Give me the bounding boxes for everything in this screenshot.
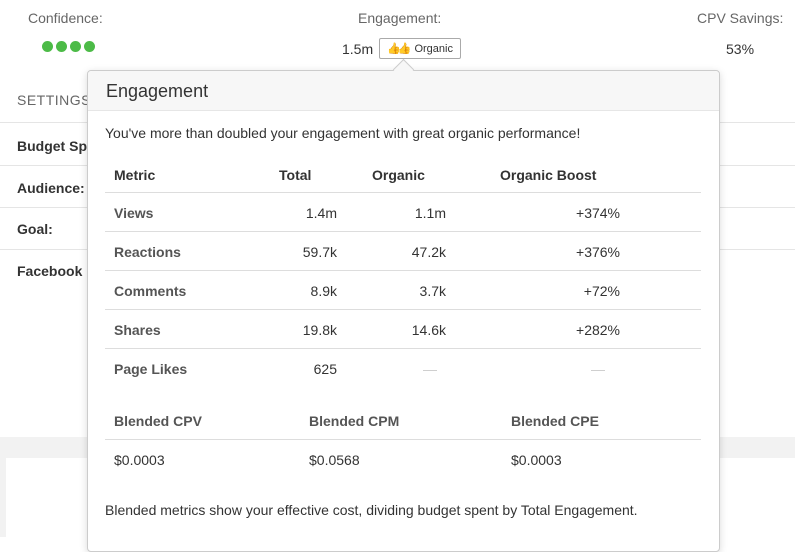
header-organic-boost: Organic Boost — [500, 167, 597, 183]
metric-organic: — — [423, 361, 437, 377]
organic-badge-label: Organic — [414, 42, 453, 55]
setting-audience-label: Audience: — [17, 180, 85, 196]
metric-boost: +72% — [583, 283, 620, 299]
metric-total: 59.7k — [302, 244, 337, 260]
confidence-dot — [70, 41, 81, 52]
metric-total: 19.8k — [302, 322, 337, 338]
confidence-dots — [42, 41, 95, 52]
table-header-row: Metric Total Organic Organic Boost — [105, 155, 701, 193]
metric-total: 8.9k — [310, 283, 337, 299]
metric-name: Reactions — [114, 244, 181, 260]
settings-title: SETTINGS — [17, 92, 92, 108]
blended-cpe-value: $0.0003 — [511, 452, 562, 468]
metric-organic: 1.1m — [414, 205, 446, 221]
popover-footer-text: Blended metrics show your effective cost… — [105, 502, 638, 518]
engagement-value: 1.5m — [342, 41, 374, 57]
metric-name: Comments — [114, 283, 187, 299]
metric-organic: 14.6k — [411, 322, 446, 338]
metric-boost: +374% — [576, 205, 620, 221]
setting-facebook-label: Facebook — [17, 263, 83, 279]
thumbs-up-icon: 👍👍 — [387, 43, 411, 55]
blended-header-row: Blended CPV Blended CPM Blended CPE — [105, 401, 701, 440]
cpv-savings-value: 53% — [726, 41, 755, 57]
header-blended-cpe: Blended CPE — [511, 413, 599, 429]
confidence-dot — [84, 41, 95, 52]
popover-intro-text: You've more than doubled your engagement… — [105, 125, 581, 141]
setting-budget-label: Budget Sp — [17, 138, 87, 154]
metric-boost: +282% — [576, 322, 620, 338]
table-row: Reactions 59.7k 47.2k +376% — [105, 232, 701, 271]
confidence-label: Confidence: — [28, 10, 103, 26]
header-blended-cpv: Blended CPV — [114, 413, 202, 429]
confidence-dot — [56, 41, 67, 52]
organic-badge[interactable]: 👍👍 Organic — [379, 38, 461, 59]
table-row: Comments 8.9k 3.7k +72% — [105, 271, 701, 310]
metric-organic: 3.7k — [419, 283, 446, 299]
confidence-dot — [42, 41, 53, 52]
cpv-savings-label: CPV Savings: — [697, 10, 784, 26]
blended-cpm-value: $0.0568 — [309, 452, 360, 468]
metric-name: Shares — [114, 322, 161, 338]
table-row: Shares 19.8k 14.6k +282% — [105, 310, 701, 349]
blended-values-row: $0.0003 $0.0568 $0.0003 — [105, 440, 701, 478]
blended-table: Blended CPV Blended CPM Blended CPE $0.0… — [105, 401, 701, 478]
metric-boost: +376% — [576, 244, 620, 260]
header-metric: Metric — [114, 167, 156, 183]
blended-cpv-value: $0.0003 — [114, 452, 165, 468]
metric-name: Page Likes — [114, 361, 188, 377]
metric-boost: — — [591, 361, 605, 377]
setting-goal-label: Goal: — [17, 221, 53, 237]
table-row: Page Likes 625 — — — [105, 349, 701, 387]
engagement-label: Engagement: — [358, 10, 442, 26]
header-organic: Organic — [372, 167, 425, 183]
metric-total: 625 — [313, 361, 337, 377]
header-total: Total — [279, 167, 312, 183]
metric-organic: 47.2k — [411, 244, 446, 260]
metric-name: Views — [114, 205, 154, 221]
metrics-table: Metric Total Organic Organic Boost Views… — [105, 155, 701, 387]
table-row: Views 1.4m 1.1m +374% — [105, 193, 701, 232]
header-blended-cpm: Blended CPM — [309, 413, 400, 429]
metric-total: 1.4m — [305, 205, 337, 221]
engagement-popover: Engagement You've more than doubled your… — [87, 70, 720, 552]
